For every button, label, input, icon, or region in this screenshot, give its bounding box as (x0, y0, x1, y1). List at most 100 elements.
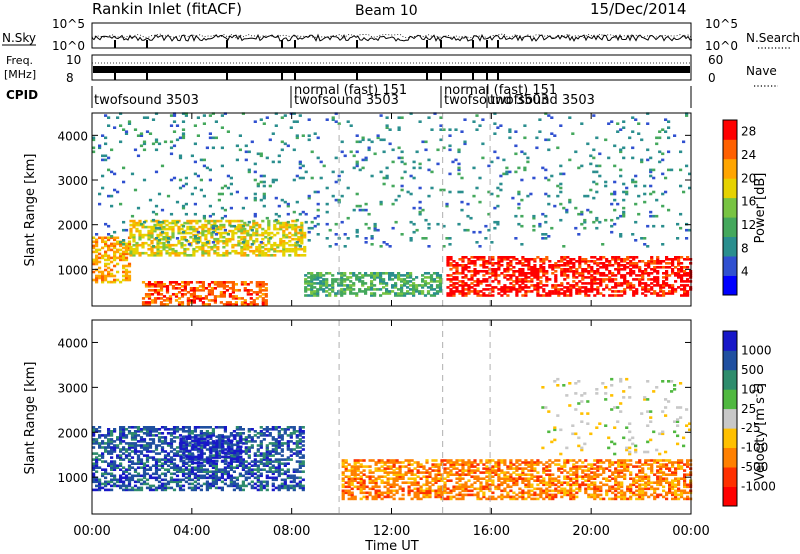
data-cell (223, 478, 227, 482)
data-cell (586, 194, 590, 198)
data-cell (104, 460, 108, 463)
data-cell (181, 134, 186, 137)
data-cell (307, 280, 311, 283)
data-cell (113, 264, 117, 268)
data-cell (352, 284, 356, 287)
data-cell (479, 280, 483, 283)
data-cell (216, 219, 220, 223)
data-cell (259, 488, 263, 492)
data-cell (136, 430, 141, 433)
data-cell (334, 294, 338, 297)
data-cell (575, 292, 579, 295)
data-cell (449, 274, 453, 277)
data-cell (550, 132, 554, 135)
data-cell (187, 474, 191, 478)
data-cell (473, 268, 477, 271)
data-cell (240, 247, 244, 251)
data-cell (132, 233, 136, 237)
data-cell (620, 268, 624, 271)
data-cell (144, 301, 149, 304)
data-cell (361, 136, 365, 140)
data-cell (457, 162, 461, 166)
data-cell (652, 190, 656, 194)
data-cell (119, 438, 123, 441)
data-cell (418, 166, 422, 170)
data-cell (256, 448, 260, 451)
data-cell (180, 301, 185, 304)
data-cell (230, 445, 234, 449)
data-cell (416, 469, 420, 472)
data-cell (116, 480, 120, 484)
data-cell (192, 219, 196, 223)
data-cell (202, 470, 206, 473)
data-cell (92, 464, 96, 467)
data-cell (497, 256, 501, 259)
data-cell (175, 124, 180, 127)
data-cell (222, 231, 226, 235)
data-cell (665, 276, 669, 279)
data-cell (179, 447, 183, 451)
data-cell (426, 290, 431, 293)
data-cell (255, 239, 259, 243)
data-cell (277, 214, 281, 218)
data-cell (147, 254, 151, 257)
data-cell (136, 450, 141, 453)
data-cell (95, 258, 99, 262)
data-cell (268, 476, 272, 480)
data-cell (243, 289, 247, 292)
data-cell (160, 230, 165, 234)
data-cell (172, 436, 177, 439)
data-cell (589, 162, 593, 166)
data-cell (124, 454, 129, 457)
data-cell (421, 274, 425, 277)
data-cell (365, 475, 369, 478)
data-cell (430, 128, 434, 131)
data-cell (604, 138, 608, 142)
data-cell (259, 434, 263, 437)
data-cell (175, 480, 180, 484)
data-cell (409, 112, 413, 115)
data-cell (250, 474, 254, 478)
data-cell (92, 426, 96, 429)
data-cell (142, 426, 147, 429)
data-cell (142, 142, 147, 146)
data-cell (191, 445, 195, 449)
data-cell (139, 486, 144, 490)
data-cell (542, 284, 546, 287)
data-cell (509, 290, 513, 293)
data-cell (589, 210, 593, 214)
data-cell (350, 491, 354, 495)
data-cell (175, 200, 180, 204)
data-cell (470, 260, 474, 263)
data-cell (476, 282, 480, 285)
data-cell (122, 166, 126, 170)
data-cell (328, 284, 332, 287)
data-cell (500, 294, 504, 297)
data-cell (496, 194, 500, 198)
data-cell (180, 251, 184, 255)
data-cell (136, 454, 141, 457)
data-cell (563, 278, 567, 281)
data-cell (169, 478, 174, 482)
data-cell (355, 228, 359, 232)
data-cell (277, 426, 281, 429)
data-cell (587, 282, 591, 285)
data-cell (243, 229, 247, 233)
data-cell (196, 478, 200, 482)
data-cell (213, 251, 217, 255)
data-cell (295, 450, 299, 453)
data-cell (337, 284, 341, 287)
data-cell (154, 170, 159, 174)
data-cell (175, 237, 180, 240)
data-cell (244, 442, 248, 445)
data-cell (623, 274, 627, 277)
data-cell (604, 180, 608, 184)
data-cell (193, 442, 197, 445)
data-cell (623, 268, 627, 271)
data-cell (611, 280, 615, 283)
data-cell (359, 489, 363, 493)
data-cell (392, 463, 396, 466)
data-cell (113, 246, 117, 250)
data-cell (252, 249, 256, 253)
data-cell (635, 256, 639, 259)
